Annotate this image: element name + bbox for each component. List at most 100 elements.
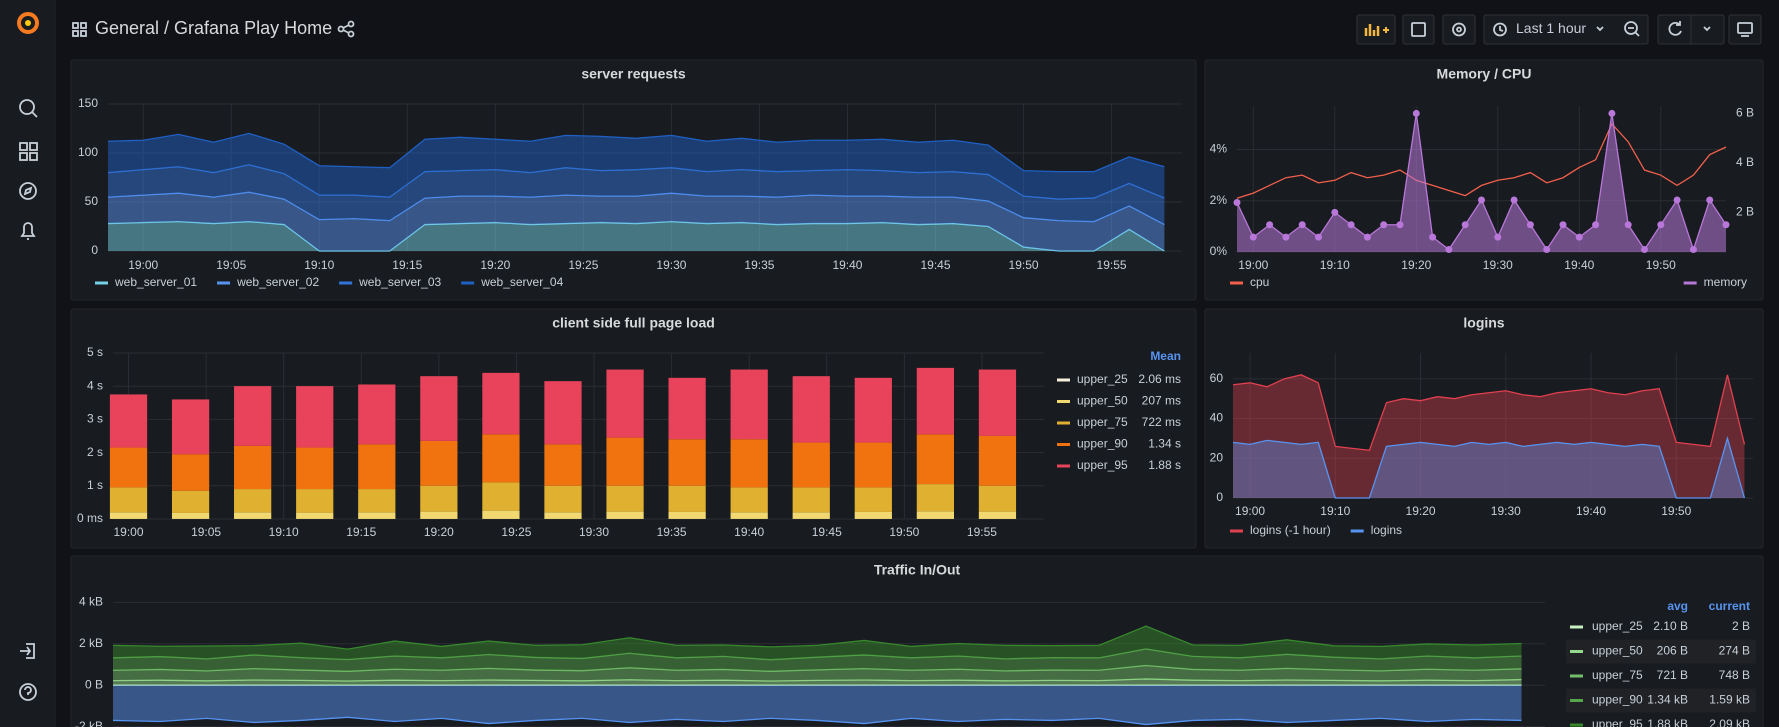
bar-segment: [171, 512, 210, 519]
legend-label: web_server_02: [236, 275, 319, 289]
x-tick-label: 19:20: [424, 525, 454, 539]
data-point: [1380, 221, 1388, 229]
bar-segment: [916, 434, 955, 485]
x-tick-label: 19:20: [1401, 258, 1431, 272]
add-panel-button[interactable]: [1356, 14, 1396, 45]
refresh-button[interactable]: [1657, 14, 1725, 45]
refresh-icon: [1668, 21, 1682, 36]
chevron: [1703, 26, 1711, 32]
bar-segment: [544, 512, 582, 519]
share-node: [337, 25, 345, 33]
legend-avg: 1.34 kB: [1647, 693, 1688, 707]
grid-cell: [29, 142, 38, 151]
panel: [1204, 308, 1764, 549]
bar-segment: [854, 442, 892, 488]
legend-swatch: [1570, 723, 1583, 727]
panel-title: Traffic In/Out: [874, 562, 961, 578]
signin-arrow: [20, 646, 32, 656]
x-tick-label: 19:50: [1646, 258, 1676, 272]
legend-mean: 722 ms: [1142, 415, 1181, 429]
time-range: Last 1 hour: [1516, 20, 1586, 36]
legend-swatch: [95, 281, 108, 285]
y-tick-label: 0%: [1210, 244, 1228, 258]
data-point: [1592, 221, 1600, 229]
button-frame: [1356, 14, 1396, 45]
legend-label: cpu: [1250, 275, 1269, 289]
series-line: [1232, 374, 1746, 452]
sidebar-signin[interactable]: [20, 643, 35, 659]
data-point: [1347, 221, 1355, 229]
tv-mode-button[interactable]: [1728, 14, 1762, 45]
data-point: [1266, 221, 1274, 229]
sidebar: [0, 0, 55, 727]
bar-segment: [730, 487, 768, 513]
data-point: [1363, 233, 1371, 241]
bar-segment: [544, 444, 582, 486]
save-button[interactable]: [1402, 14, 1435, 45]
x-tick-label: 19:40: [832, 258, 862, 272]
sidebar-explore[interactable]: [19, 182, 37, 200]
area-fill: [113, 626, 1522, 660]
button-frame: [1402, 14, 1435, 45]
y-tick-label: 100: [78, 145, 98, 159]
share-button[interactable]: [337, 20, 355, 38]
legend-label: memory: [1704, 275, 1747, 289]
grafana-logo[interactable]: [17, 12, 39, 34]
sidebar-alerting[interactable]: [20, 222, 36, 240]
sidebar-help[interactable]: [19, 683, 37, 701]
data-point: [1689, 246, 1697, 254]
bar-segment: [978, 369, 1017, 436]
data-point: [1315, 233, 1322, 241]
time-picker[interactable]: Last 1 hour: [1483, 14, 1649, 45]
help-icon: [19, 683, 37, 701]
bar-segment: [978, 485, 1017, 512]
bar-segment: [420, 511, 458, 519]
grid-cell: [19, 142, 28, 151]
legend-row-stripe: [1566, 688, 1756, 713]
x-tick-label: 19:30: [656, 258, 686, 272]
legend-current: 748 B: [1719, 668, 1750, 682]
bar-segment: [482, 372, 520, 435]
bar-segment: [792, 442, 830, 488]
y-tick-label: 50: [85, 194, 99, 208]
grid-cell: [80, 22, 87, 29]
breadcrumb[interactable]: General / Grafana Play Home: [95, 18, 332, 38]
sidebar-dashboards[interactable]: [19, 142, 38, 161]
bar-segment: [296, 447, 334, 490]
settings-button[interactable]: [1442, 14, 1476, 45]
area-fill: [108, 192, 1165, 251]
legend-swatch: [1570, 699, 1583, 702]
bar-segment: [730, 512, 768, 519]
panel-title: client side full page load: [552, 315, 715, 331]
legend-label: upper_75: [1077, 415, 1128, 429]
y-tick-label: 4%: [1210, 142, 1228, 156]
series-line: [107, 132, 1165, 173]
bar-segment: [606, 511, 644, 519]
sidebar-search[interactable]: [19, 99, 38, 118]
share-link: [342, 24, 350, 34]
legend-avg: 721 B: [1657, 668, 1688, 682]
area-fill: [108, 164, 1165, 225]
bar-segment: [109, 487, 148, 513]
button-frame: [1483, 14, 1649, 45]
area-fill: [1233, 374, 1745, 498]
legend-swatch: [1057, 443, 1070, 446]
zoom-icon: [1624, 21, 1638, 35]
data-point: [1494, 233, 1502, 241]
zoom-out-button[interactable]: [1624, 21, 1640, 37]
y-tick-label: 3 s: [87, 412, 103, 426]
x-tick-label: 19:10: [1320, 258, 1350, 272]
legend-swatch: [1570, 674, 1583, 678]
bar-segment: [916, 511, 955, 519]
search-handle: [31, 111, 38, 118]
x-tick-label: 19:00: [128, 258, 158, 272]
bar-segment: [420, 485, 458, 512]
x-tick-label: 19:55: [967, 525, 997, 539]
bar-segment: [668, 377, 706, 440]
legend-swatch: [1057, 464, 1070, 468]
y-tick-label: -2 kB: [75, 719, 103, 727]
series-line: [1232, 436, 1746, 499]
data-point: [1461, 221, 1469, 229]
bar-segment: [482, 482, 520, 511]
